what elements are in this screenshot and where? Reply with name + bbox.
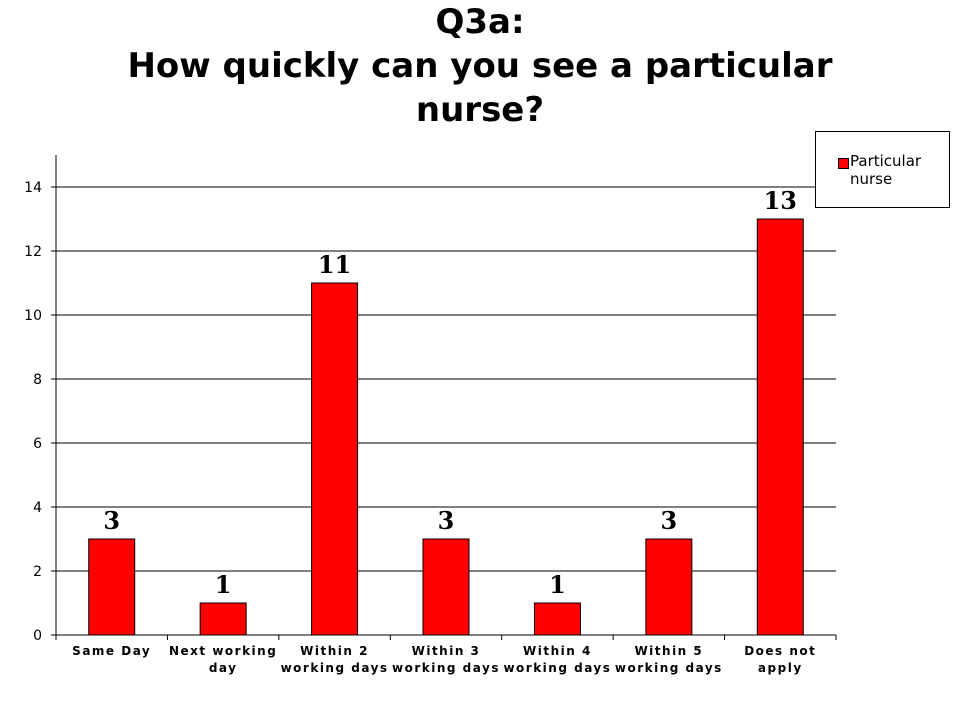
bar-6 [756,218,804,636]
axes: 0 2 4 6 8 10 12 14 Same Day Next working day Within… [24,155,837,675]
bar-1 [199,602,247,636]
x-tick-label-3-1: working days [392,661,500,675]
x-tick-label-5-0: Within 5 [634,644,703,658]
y-tick-label: 10 [24,308,42,324]
data-label-3: 3 [438,506,455,535]
bar-3 [422,538,470,636]
data-label-0: 3 [103,506,120,535]
x-tick-label-1-0: Next working [169,644,277,658]
x-tick-label-5-1: working days [615,661,723,675]
bar-4 [533,602,581,636]
x-tick-label-6-1: apply [758,661,803,675]
gridlines [56,186,836,572]
x-tick-label-1-1: day [209,661,238,675]
data-label-6: 13 [764,186,797,215]
chart-title-line-3: nurse? [415,90,545,130]
bars [88,218,804,636]
x-tick-label-4-1: working days [503,661,611,675]
y-tick-label: 6 [33,436,42,452]
y-tick-label: 8 [33,372,42,388]
y-tick-label: 0 [33,628,42,644]
legend-swatch-particular-nurse [838,158,849,169]
x-tick-label-2-1: working days [281,661,389,675]
y-tick-label: 14 [24,180,42,196]
x-tick-label-0-0: Same Day [72,644,151,658]
data-label-2: 11 [318,250,351,279]
bar-0 [88,538,136,636]
legend: Particular nurse [815,131,950,208]
chart-title-line-2: How quickly can you see a particular [127,46,833,86]
x-tick-label-2-0: Within 2 [300,644,369,658]
bar-5 [645,538,693,636]
bar-2 [311,282,359,636]
data-label-4: 1 [549,570,566,599]
data-label-1: 1 [215,570,232,599]
y-tick-label: 12 [24,244,42,260]
data-label-5: 3 [661,506,678,535]
y-tick-label: 2 [33,564,42,580]
x-tick-label-3-0: Within 3 [412,644,481,658]
x-tick-label-6-0: Does not [744,644,816,658]
chart-title-line-1: Q3a: [435,2,525,42]
legend-label-particular-nurse: Particular nurse [850,152,922,188]
x-tick-label-4-0: Within 4 [523,644,592,658]
chart-title: Q3a: How quickly can you see a particula… [0,0,960,132]
y-tick-label: 4 [33,500,42,516]
